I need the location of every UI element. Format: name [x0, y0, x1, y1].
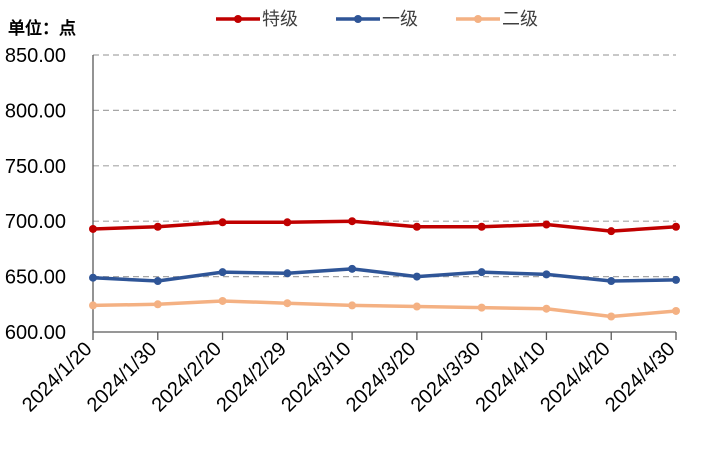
- y-tick-label: 600.00: [5, 322, 66, 344]
- series-line: [92, 267, 677, 283]
- data-point: [283, 218, 292, 227]
- unit-label: 单位：点: [8, 18, 76, 39]
- x-axis-ticks: 2024/1/202024/1/302024/2/202024/2/292024…: [18, 332, 680, 416]
- data-point: [607, 227, 616, 236]
- data-point: [607, 277, 616, 286]
- data-point: [672, 306, 680, 315]
- legend-label: 二级: [502, 9, 538, 30]
- data-point: [672, 275, 680, 284]
- legend-item: 一级: [336, 9, 418, 30]
- data-point: [477, 222, 486, 231]
- data-point: [153, 222, 162, 231]
- series-2: [89, 264, 680, 286]
- legend-item: 特级: [216, 9, 298, 30]
- data-point: [283, 299, 292, 308]
- data-point: [672, 222, 680, 231]
- data-point: [412, 302, 421, 311]
- gridlines: [93, 54, 676, 278]
- data-point: [348, 264, 357, 273]
- y-tick-label: 800.00: [5, 100, 66, 122]
- data-point: [542, 304, 551, 313]
- series-lines: [89, 217, 680, 321]
- x-tick-label: 2024/1/30: [83, 338, 161, 416]
- data-point: [412, 222, 421, 231]
- data-point: [477, 303, 486, 312]
- y-tick-label: 850.00: [5, 45, 66, 67]
- y-tick-label: 750.00: [5, 156, 66, 178]
- x-tick-label: 2024/3/20: [342, 338, 420, 416]
- data-point: [153, 300, 162, 309]
- legend-label: 一级: [382, 9, 418, 30]
- legend-swatch-marker: [474, 15, 482, 23]
- data-point: [218, 296, 227, 305]
- data-point: [89, 301, 97, 310]
- legend-swatch-marker: [354, 15, 362, 23]
- legend-label: 特级: [262, 9, 298, 30]
- data-point: [542, 220, 551, 229]
- data-point: [89, 273, 97, 282]
- legend-item: 二级: [456, 9, 538, 30]
- data-point: [348, 217, 357, 226]
- x-tick-label: 2024/4/20: [536, 338, 614, 416]
- series-3: [89, 296, 680, 321]
- data-point: [283, 269, 292, 278]
- data-point: [89, 224, 97, 233]
- data-point: [153, 277, 162, 286]
- y-axis-ticks: 600.00 650.00 700.00 750.00 800.00 850.00: [5, 45, 66, 344]
- x-tick-label: 2024/2/29: [212, 338, 290, 416]
- data-point: [607, 312, 616, 321]
- x-tick-label: 2024/3/10: [277, 338, 355, 416]
- series-line: [92, 219, 677, 233]
- y-tick-label: 650.00: [5, 267, 66, 289]
- data-point: [348, 301, 357, 310]
- legend: 特级 一级 二级: [216, 9, 538, 30]
- data-point: [218, 268, 227, 277]
- series-line: [92, 299, 677, 319]
- data-point: [542, 270, 551, 279]
- x-tick-label: 2024/1/20: [18, 338, 96, 416]
- axes: [92, 55, 676, 333]
- data-point: [218, 218, 227, 227]
- x-tick-label: 2024/3/30: [407, 338, 485, 416]
- legend-swatch-marker: [234, 15, 242, 23]
- x-tick-label: 2024/4/10: [472, 338, 550, 416]
- series-1: [89, 217, 680, 236]
- x-tick-label: 2024/4/30: [601, 338, 679, 416]
- x-tick-label: 2024/2/20: [148, 338, 226, 416]
- data-point: [477, 268, 486, 277]
- y-tick-label: 700.00: [5, 211, 66, 233]
- data-point: [412, 272, 421, 281]
